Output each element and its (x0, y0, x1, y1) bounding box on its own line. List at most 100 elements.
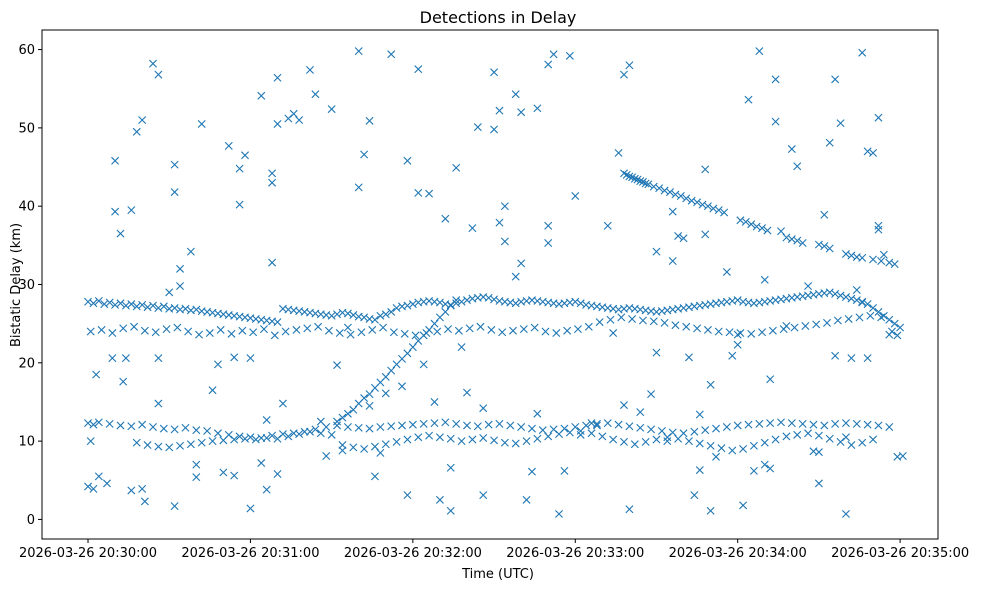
data-point (357, 328, 366, 337)
data-point (278, 399, 287, 408)
data-markers (84, 47, 907, 518)
data-point (638, 316, 647, 325)
data-point (863, 300, 872, 309)
data-point (203, 426, 212, 435)
data-point (617, 313, 626, 322)
data-point (257, 91, 266, 100)
data-point (84, 297, 93, 306)
data-point (874, 421, 883, 430)
data-point (86, 327, 95, 336)
data-point (148, 301, 157, 310)
data-point (820, 421, 829, 430)
data-point (787, 145, 796, 154)
data-point (441, 214, 450, 223)
data-point (644, 180, 653, 189)
data-point (676, 192, 685, 201)
data-point (138, 300, 147, 309)
data-point (305, 65, 314, 74)
data-point (435, 298, 444, 307)
data-point (452, 419, 461, 428)
data-point (544, 432, 553, 441)
data-point (812, 320, 821, 329)
data-point (138, 484, 147, 493)
data-point (387, 50, 396, 59)
data-point (452, 299, 461, 308)
data-point (273, 119, 282, 128)
data-point (165, 288, 174, 297)
data-point (787, 235, 796, 244)
data-point (652, 435, 661, 444)
y-tick-label: 60 (18, 43, 35, 58)
data-point (620, 70, 628, 79)
data-point (684, 437, 693, 446)
data-point (804, 282, 813, 291)
data-point (376, 448, 385, 457)
data-point (389, 328, 398, 337)
data-point (603, 419, 612, 428)
data-point (703, 325, 712, 334)
data-point (565, 51, 574, 60)
data-point (663, 433, 672, 442)
data-point (170, 188, 179, 197)
data-point (777, 418, 785, 427)
data-point (130, 322, 139, 331)
data-point (151, 328, 160, 337)
data-point (414, 433, 423, 442)
data-point (360, 444, 369, 453)
data-point (490, 68, 499, 77)
data-point (682, 194, 691, 203)
data-point (86, 437, 95, 446)
data-point (660, 318, 669, 327)
data-point (841, 419, 850, 428)
data-point (262, 433, 271, 442)
data-point (368, 325, 377, 334)
data-point (241, 434, 250, 443)
data-point (511, 439, 520, 448)
data-point (552, 329, 561, 338)
data-point (693, 198, 702, 207)
data-point (127, 422, 136, 431)
data-point (138, 116, 147, 125)
data-point (863, 147, 872, 156)
data-point (885, 330, 894, 339)
data-point (327, 430, 336, 439)
data-point (625, 422, 634, 431)
data-point (652, 247, 661, 256)
data-point (814, 479, 823, 488)
data-point (119, 377, 128, 386)
data-point (495, 419, 504, 428)
data-point (820, 210, 829, 219)
data-point (749, 466, 758, 475)
data-point (695, 466, 704, 475)
data-point (530, 323, 539, 332)
data-point (273, 73, 282, 82)
data-point (148, 59, 157, 68)
data-point (831, 419, 840, 428)
data-point (668, 257, 677, 265)
data-point (555, 509, 564, 518)
data-point (343, 323, 352, 332)
data-point (268, 178, 277, 187)
data-point (305, 427, 314, 436)
data-point (132, 438, 141, 447)
data-point (855, 313, 864, 322)
data-point (360, 313, 369, 322)
data-point (376, 311, 385, 320)
data-point (863, 420, 872, 429)
data-point (381, 389, 390, 398)
data-point (533, 104, 542, 113)
data-point (311, 90, 320, 99)
data-point (722, 423, 731, 432)
data-point (609, 329, 618, 338)
data-point (714, 327, 723, 336)
data-point (782, 322, 791, 330)
data-point (852, 285, 861, 294)
y-tick-label: 30 (18, 278, 35, 293)
data-point (408, 420, 417, 429)
data-point (825, 288, 834, 297)
data-point (257, 459, 266, 468)
data-point (173, 323, 182, 332)
data-point (576, 299, 585, 308)
data-point (381, 440, 390, 449)
data-point (814, 240, 823, 249)
